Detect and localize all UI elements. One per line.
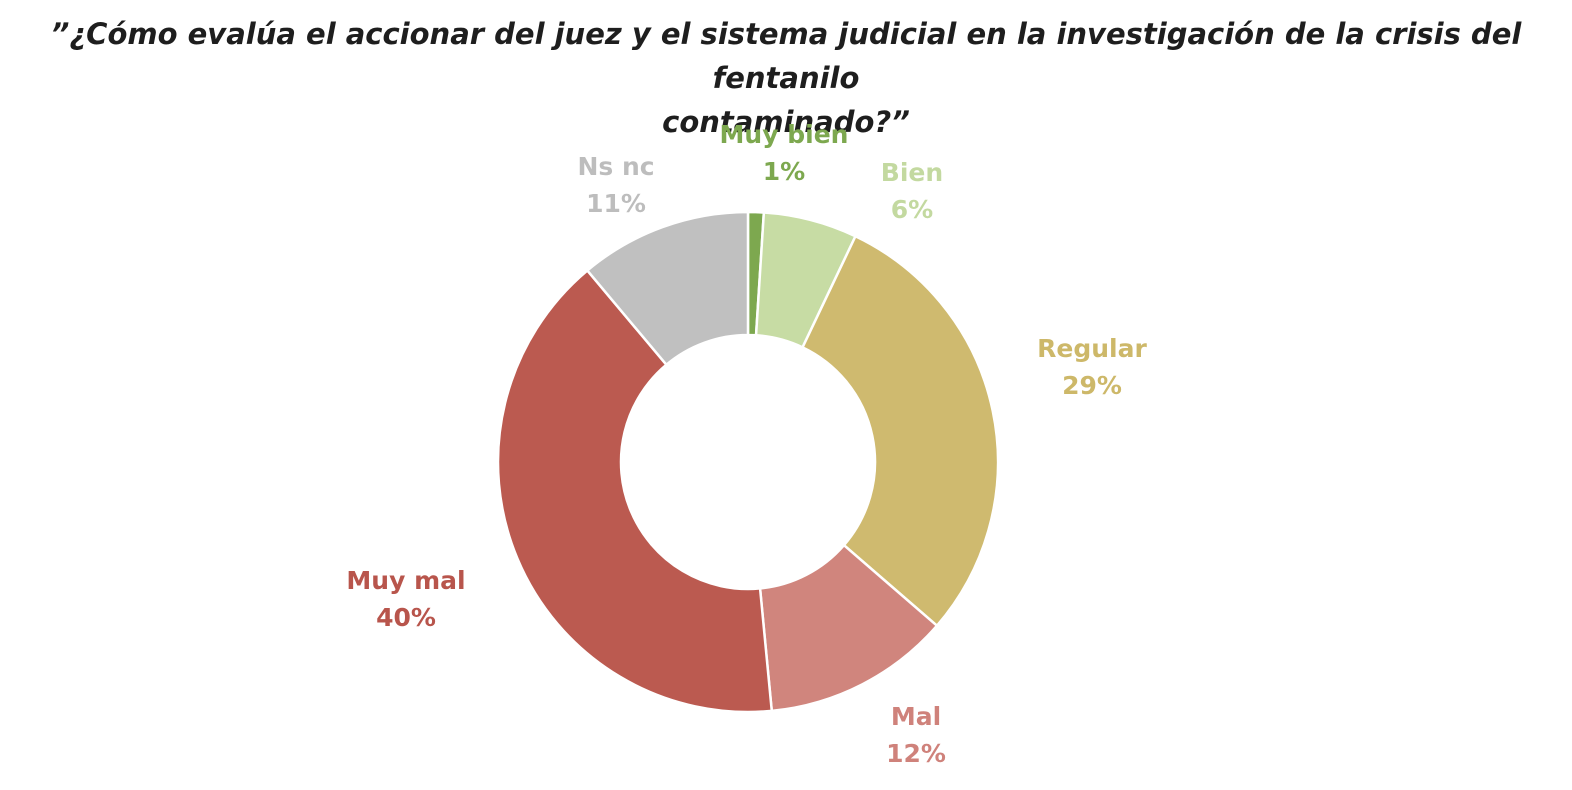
chart-title-line-2: contaminado?” xyxy=(662,105,910,139)
slice-label-regular: Regular xyxy=(1037,334,1147,363)
slice-value-muy-bien: 1% xyxy=(763,157,805,186)
slice-label-bien: Bien xyxy=(881,158,943,187)
slice-value-regular: 29% xyxy=(1062,371,1122,400)
slice-value-bien: 6% xyxy=(891,195,933,224)
donut-slices xyxy=(496,210,1000,714)
slice-label-mal: Mal xyxy=(891,702,941,731)
slice-value-muy-mal: 40% xyxy=(376,603,436,632)
slice-ns-nc xyxy=(586,210,750,366)
slice-value-ns-nc: 11% xyxy=(586,189,646,218)
slice-label-ns-nc: Ns nc xyxy=(577,152,654,181)
slice-muy-mal xyxy=(496,269,774,714)
chart-title: ”¿Cómo evalúa el accionar del juez y el … xyxy=(0,12,1572,144)
slice-label-muy-bien: Muy bien xyxy=(720,120,849,149)
chart-title-line-1: ”¿Cómo evalúa el accionar del juez y el … xyxy=(50,17,1522,95)
slice-label-muy-mal: Muy mal xyxy=(346,566,465,595)
slice-regular xyxy=(801,235,1000,627)
slice-labels: Muy bien 1% Bien 6% Regular 29% Mal 12% Muy mal 4… xyxy=(346,120,1147,768)
slice-value-mal: 12% xyxy=(886,739,946,768)
